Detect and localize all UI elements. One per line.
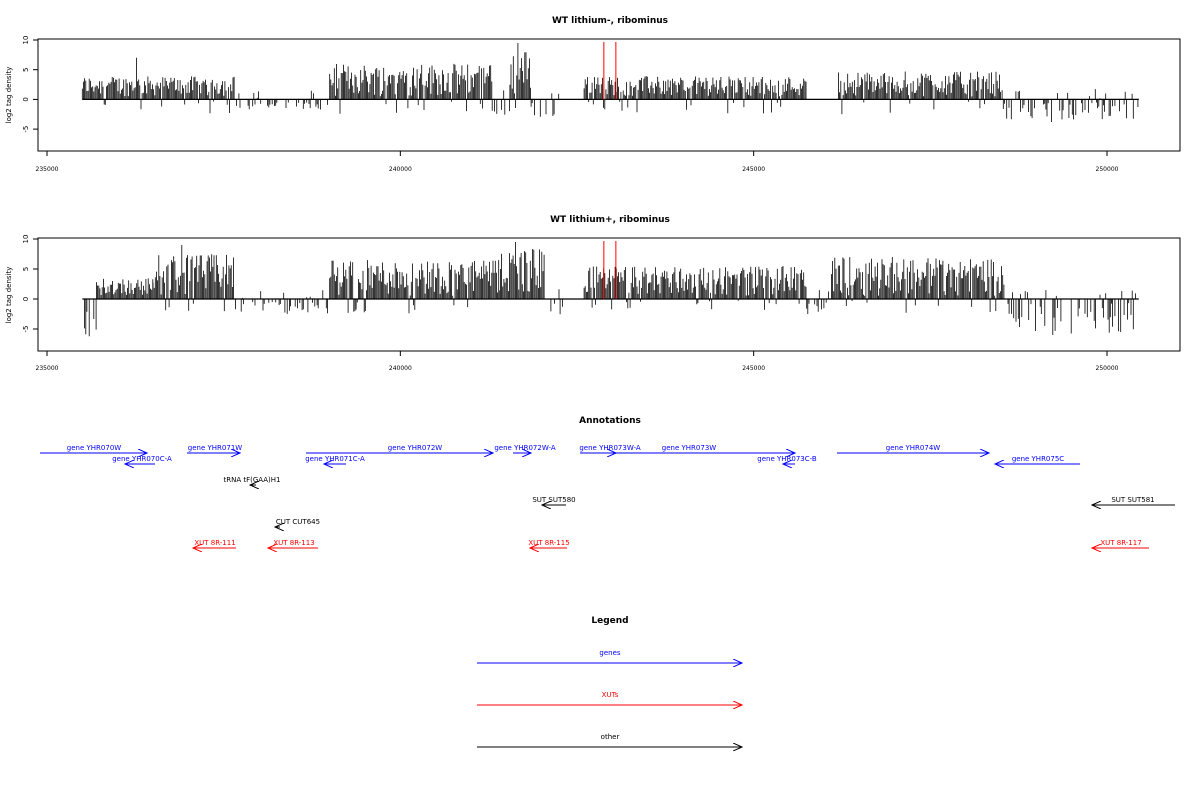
density-bar-segment [498,242,545,299]
y-tick-label: 0 [22,297,30,301]
y-tick-label: 0 [22,97,30,101]
y-tick-label: 5 [22,267,30,271]
annotation-label: gene YHR073W-A [579,444,640,452]
annotation-label: gene YHR071C-A [305,455,365,463]
annotation-label: XUT 8R-111 [194,539,235,547]
density-bar-segment [1007,290,1136,335]
legend-label: other [601,733,620,741]
density-bar-segment [509,43,531,108]
density-bar-segment [491,90,510,115]
annotation-label: XUT 8R-113 [273,539,314,547]
y-tick-label: 10 [22,235,30,244]
density-bar-segment [329,63,493,114]
density-bars [84,242,1136,337]
y-tick-label: -5 [22,326,30,333]
density-bar-segment [838,71,1001,115]
density-bar-segment [152,245,234,312]
plot-frame [37,237,1181,352]
density-bar-segment [329,260,500,314]
annotation-label: CUT CUT645 [276,518,320,526]
x-tick-label: 245000 [742,166,765,173]
density-panel-lithium-minus: WT lithium-, ribominus log2 tag density … [5,16,1181,173]
x-tick-label: 235000 [36,166,59,173]
density-bar-segment [583,266,807,310]
plot-frame [37,38,1181,152]
axis-ticks: 235000 240000 245000 250000 -5 0 5 10 [22,36,1119,173]
annotation-label: SUT SUT580 [532,496,575,504]
annotations-title: Annotations [579,416,641,426]
x-tick-label: 240000 [389,365,412,372]
density-bar-segment [236,90,328,110]
annotation-items: gene YHR070W gene YHR070C-A gene YHR071W ge… [40,444,1175,548]
panel-title: WT lithium+, ribominus [550,215,670,225]
annotation-label: gene YHR072W [388,444,442,452]
annotation-label: gene YHR073C-B [757,455,817,463]
x-tick-label: 250000 [1096,166,1119,173]
annotation-label: gene YHR073W [662,444,716,452]
annotation-label: XUT 8R-115 [528,539,569,547]
density-panel-lithium-plus: WT lithium+, ribominus log2 tag density … [5,215,1181,372]
density-bar-segment [547,289,563,315]
panel-title: WT lithium-, ribominus [552,16,668,26]
position-markers [603,241,617,299]
legend-title: Legend [591,616,628,626]
annotation-label: gene YHR074W [886,444,940,452]
x-tick-label: 250000 [1096,365,1119,372]
density-bar-segment [96,278,154,299]
y-tick-label: -5 [22,126,30,133]
density-bar-segment [1001,89,1139,122]
density-bar-segment [831,257,1005,313]
x-tick-label: 245000 [742,365,765,372]
annotation-label: XUT 8R-117 [1100,539,1141,547]
annotation-label: gene YHR075C [1012,455,1064,463]
legend-panel: Legend genes XUTs other [477,616,742,747]
annotation-label: tRNA tF(GAA)H1 [223,476,280,484]
axis-ticks: 235000 240000 245000 250000 -5 0 5 10 [22,235,1119,372]
x-tick-label: 240000 [389,166,412,173]
annotation-label: gene YHR070C-A [112,455,172,463]
legend-label: XUTs [602,691,619,699]
y-tick-label: 5 [22,67,30,71]
legend-items: genes XUTs other [477,649,742,747]
density-bar-segment [235,290,328,314]
density-bar-segment [81,57,235,114]
legend-label: genes [599,649,620,657]
density-bar-segment [84,299,97,337]
annotation-label: gene YHR071W [188,444,242,452]
density-bar-segment [806,290,829,314]
annotation-label: gene YHR070W [67,444,121,452]
density-bars [81,43,1139,122]
y-tick-label: 10 [22,36,30,45]
density-bar-segment [583,76,807,114]
position-markers [603,42,617,100]
density-bar-segment [530,93,560,117]
annotation-label: gene YHR072W-A [494,444,555,452]
annotation-label: SUT SUT581 [1111,496,1154,504]
x-tick-label: 235000 [36,365,59,372]
y-axis-label: log2 tag density [5,267,13,324]
y-axis-label: log2 tag density [5,67,13,124]
